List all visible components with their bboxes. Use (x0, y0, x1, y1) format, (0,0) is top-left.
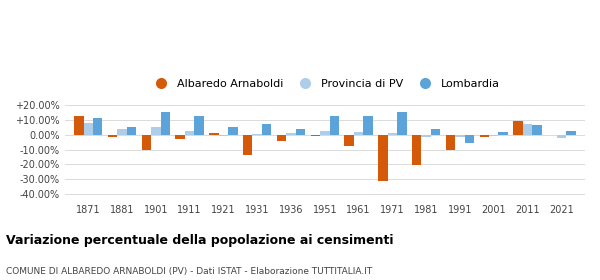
Bar (532, 125, 542, 135)
Bar (108, 135, 118, 137)
Bar (194, 116, 204, 135)
Bar (412, 135, 421, 165)
Bar (243, 135, 253, 155)
Bar (219, 135, 228, 136)
Bar (431, 129, 440, 135)
Bar (209, 133, 219, 135)
Bar (83, 123, 93, 135)
Bar (118, 129, 127, 135)
Text: Variazione percentuale della popolazione ai censimenti: Variazione percentuale della popolazione… (6, 234, 394, 247)
Bar (557, 135, 566, 138)
Bar (388, 132, 397, 135)
Bar (397, 112, 407, 135)
Bar (523, 124, 532, 135)
Bar (320, 131, 329, 135)
Bar (93, 118, 103, 135)
Bar (489, 135, 499, 136)
Bar (329, 116, 339, 135)
Bar (228, 127, 238, 135)
Bar (311, 135, 320, 136)
Bar (74, 116, 83, 135)
Bar (344, 135, 354, 146)
Bar (277, 135, 286, 141)
Bar (286, 133, 296, 135)
Text: COMUNE DI ALBAREDO ARNABOLDI (PV) - Dati ISTAT - Elaborazione TUTTITALIA.IT: COMUNE DI ALBAREDO ARNABOLDI (PV) - Dati… (6, 267, 372, 276)
Bar (161, 112, 170, 135)
Bar (421, 135, 431, 137)
Bar (455, 135, 465, 137)
Bar (151, 127, 161, 135)
Bar (142, 135, 151, 150)
Bar (446, 135, 455, 150)
Bar (378, 135, 388, 181)
Legend: Albaredo Arnaboldi, Provincia di PV, Lombardia: Albaredo Arnaboldi, Provincia di PV, Lom… (145, 75, 504, 94)
Bar (185, 131, 194, 135)
Bar (354, 132, 364, 135)
Bar (296, 129, 305, 135)
Bar (127, 127, 136, 135)
Bar (364, 116, 373, 135)
Bar (514, 121, 523, 135)
Bar (175, 135, 185, 139)
Bar (499, 132, 508, 135)
Bar (479, 135, 489, 137)
Bar (566, 131, 575, 135)
Bar (465, 135, 474, 143)
Bar (262, 124, 271, 135)
Bar (253, 134, 262, 135)
